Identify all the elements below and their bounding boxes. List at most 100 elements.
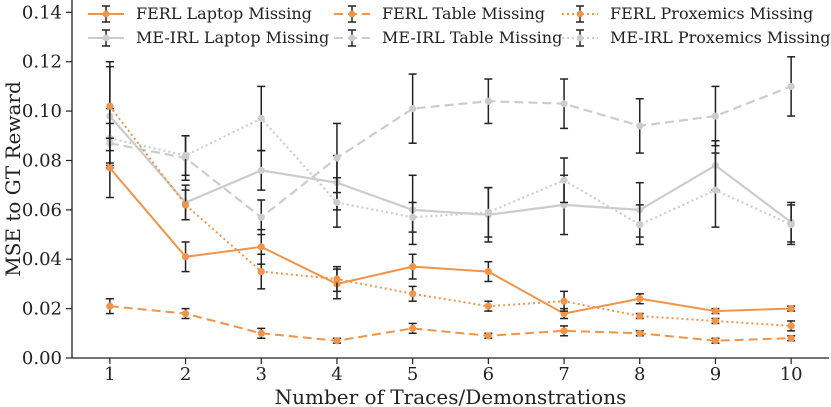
data-point bbox=[711, 307, 720, 315]
data-point bbox=[787, 305, 795, 313]
x-tick-label: 8 bbox=[634, 364, 645, 385]
ferl-table-missing-series bbox=[105, 297, 796, 345]
me-irl-laptop-missing-series bbox=[105, 65, 796, 246]
data-point bbox=[106, 164, 114, 172]
data-point bbox=[257, 243, 265, 251]
legend-item-me-irl-laptop-missing: ME-IRL Laptop Missing bbox=[88, 28, 329, 47]
data-point bbox=[636, 122, 644, 130]
data-point bbox=[333, 337, 341, 345]
legend-marker bbox=[102, 34, 110, 42]
y-tick-label: 0.12 bbox=[22, 52, 62, 73]
x-tick-label: 7 bbox=[558, 364, 569, 385]
ferl-laptop-missing-line bbox=[109, 167, 792, 315]
x-tick-label: 9 bbox=[710, 364, 721, 385]
data-point bbox=[257, 213, 265, 221]
data-point bbox=[787, 82, 795, 91]
data-point bbox=[711, 337, 720, 345]
legend-item-ferl-table-missing: FERL Table Missing bbox=[334, 4, 545, 23]
data-point bbox=[787, 334, 795, 342]
x-tick-label: 4 bbox=[331, 364, 342, 385]
x-tick-label: 3 bbox=[256, 364, 267, 385]
x-tick-label: 6 bbox=[483, 364, 494, 385]
me-irl-proxemics-missing-line bbox=[109, 117, 792, 226]
y-tick-label: 0.10 bbox=[22, 101, 62, 122]
x-tick-label: 5 bbox=[407, 364, 418, 385]
legend-marker bbox=[576, 10, 584, 18]
x-tick-label: 1 bbox=[104, 364, 115, 385]
data-point bbox=[257, 166, 265, 174]
data-point bbox=[484, 97, 492, 105]
ferl-table-missing-line bbox=[109, 305, 792, 342]
data-point bbox=[181, 309, 190, 318]
y-tick-label: 0.14 bbox=[22, 2, 62, 23]
data-point bbox=[181, 151, 190, 160]
x-tick-label: 2 bbox=[180, 364, 191, 385]
data-point bbox=[409, 263, 417, 271]
data-point bbox=[787, 221, 795, 229]
legend-item-ferl-laptop-missing: FERL Laptop Missing bbox=[88, 4, 312, 23]
data-point bbox=[257, 329, 265, 337]
legend-label: FERL Table Missing bbox=[382, 4, 545, 23]
legend-item-ferl-proxemics-missing: FERL Proxemics Missing bbox=[562, 4, 813, 23]
x-tick-label: 10 bbox=[780, 364, 803, 385]
legend-marker bbox=[576, 34, 584, 42]
data-point bbox=[409, 213, 417, 221]
me-irl-table-missing-line bbox=[109, 85, 792, 219]
legend-marker bbox=[348, 10, 356, 18]
ferl-proxemics-missing-series bbox=[105, 60, 796, 332]
data-point bbox=[409, 324, 417, 332]
legend-label: FERL Laptop Missing bbox=[136, 4, 312, 23]
y-tick-label: 0.02 bbox=[22, 299, 62, 320]
data-point bbox=[636, 295, 644, 303]
me-irl-table-missing-series bbox=[105, 56, 796, 236]
data-point bbox=[409, 290, 417, 298]
data-point bbox=[711, 112, 720, 120]
legend-label: ME-IRL Proxemics Missing bbox=[610, 28, 831, 47]
legend: FERL Laptop Missing FERL Table Missing FER… bbox=[88, 4, 831, 47]
data-point bbox=[560, 297, 568, 305]
data-point bbox=[484, 302, 492, 310]
data-point bbox=[333, 275, 341, 283]
y-tick-label: 0.04 bbox=[22, 249, 62, 270]
data-point bbox=[560, 100, 568, 108]
data-point bbox=[484, 208, 492, 216]
y-axis-title: MSE to GT Reward bbox=[1, 81, 25, 277]
data-point bbox=[484, 332, 492, 340]
data-point bbox=[711, 186, 720, 194]
legend-marker bbox=[102, 10, 110, 18]
data-point bbox=[106, 302, 114, 310]
legend-label: ME-IRL Laptop Missing bbox=[136, 28, 329, 47]
legend-item-me-irl-table-missing: ME-IRL Table Missing bbox=[334, 28, 562, 47]
legend-marker bbox=[348, 34, 356, 42]
legend-item-me-irl-proxemics-missing: ME-IRL Proxemics Missing bbox=[562, 28, 831, 47]
data-point bbox=[409, 105, 417, 113]
y-tick-label: 0.06 bbox=[22, 200, 62, 221]
legend-label: ME-IRL Table Missing bbox=[382, 28, 562, 47]
me-irl-proxemics-missing-series bbox=[105, 85, 796, 246]
y-tick-label: 0.00 bbox=[22, 348, 62, 369]
data-point bbox=[257, 267, 265, 276]
legend-label: FERL Proxemics Missing bbox=[610, 4, 813, 23]
ferl-proxemics-missing-line bbox=[109, 105, 792, 327]
data-point bbox=[181, 253, 190, 261]
data-point bbox=[636, 329, 644, 337]
data-point bbox=[333, 154, 341, 162]
series-group bbox=[105, 56, 796, 345]
data-point bbox=[106, 102, 114, 110]
data-point bbox=[636, 312, 644, 320]
data-point bbox=[636, 221, 644, 229]
me-irl-laptop-missing-line bbox=[108, 115, 792, 224]
data-point bbox=[257, 114, 265, 123]
data-point bbox=[333, 198, 341, 207]
data-point bbox=[560, 176, 568, 184]
data-point bbox=[787, 322, 795, 330]
y-tick-label: 0.08 bbox=[22, 150, 62, 171]
data-point bbox=[560, 327, 568, 335]
data-point bbox=[181, 201, 190, 209]
x-axis-title: Number of Traces/Demonstrations bbox=[275, 385, 627, 407]
ferl-laptop-missing-series bbox=[105, 137, 796, 320]
data-point bbox=[711, 317, 720, 325]
data-point bbox=[484, 267, 492, 276]
